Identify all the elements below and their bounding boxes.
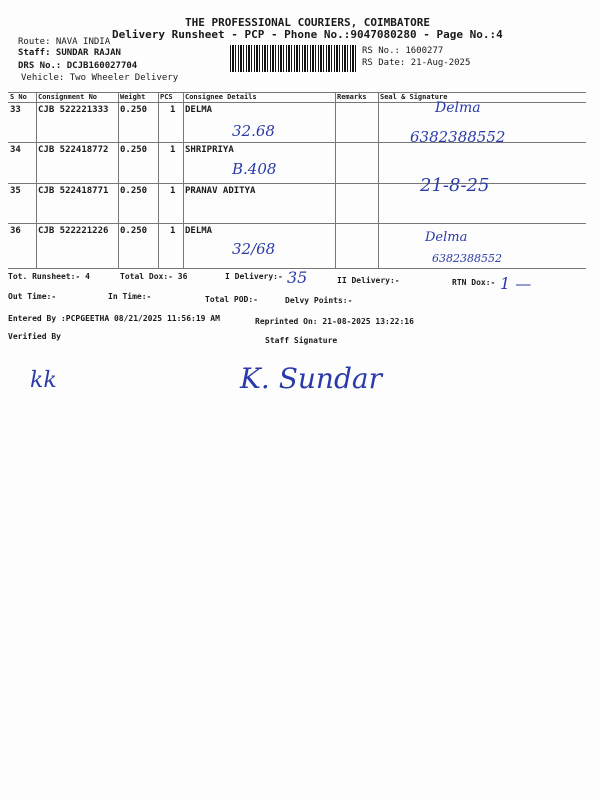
rs-date: RS Date: 21-Aug-2025 (362, 58, 471, 68)
column-header: Remarks (337, 93, 367, 101)
handwritten-rtn: 1 — (500, 274, 532, 293)
table-cell-cons: CJB 522221333 (38, 105, 109, 115)
table-cell-name: DELMA (185, 226, 213, 236)
table-cell-weight: 0.250 (120, 226, 148, 236)
column-header: Consignee Details (185, 93, 257, 101)
table-column-rule (118, 92, 119, 268)
handwritten-i-delivery: 35 (287, 268, 308, 287)
drs-number: DRS No.: DCJB160027704 (18, 61, 138, 71)
table-cell-pcs: 1 (170, 186, 176, 196)
reprinted-on: Reprinted On: 21-08-2025 13:22:16 (255, 317, 414, 326)
table-cell-pcs: 1 (170, 226, 176, 236)
staff: Staff: SUNDAR RAJAN (18, 48, 121, 58)
table-cell-name: PRANAV ADITYA (185, 186, 256, 196)
table-rule (8, 183, 586, 184)
table-cell-name: SHRIPRIYA (185, 145, 234, 155)
verifier-signature: kk (30, 368, 57, 393)
table-cell-sno: 33 (10, 105, 21, 115)
handwritten-note: B.408 (232, 160, 277, 178)
entered-by: Entered By :PCPGEETHA 08/21/2025 11:56:1… (8, 314, 220, 323)
rtn-dox: RTN Dox:- (452, 278, 496, 287)
column-header: Seal & Signature (380, 93, 448, 101)
verified-by: Verified By (8, 332, 61, 341)
rs-number: RS No.: 1600277 (362, 46, 444, 56)
table-column-rule (158, 92, 159, 268)
table-rule (8, 268, 586, 269)
table-column-rule (183, 92, 184, 268)
handwritten-signature: Delma (435, 100, 481, 116)
table-rule (8, 223, 586, 224)
table-cell-sno: 35 (10, 186, 21, 196)
total-pod: Total POD:- (205, 295, 258, 304)
table-rule (8, 102, 586, 103)
table-cell-weight: 0.250 (120, 145, 148, 155)
staff-signature-label: Staff Signature (265, 336, 338, 345)
table-column-rule (36, 92, 37, 268)
route: Route: NAVA INDIA (18, 37, 111, 47)
table-cell-cons: CJB 522221226 (38, 226, 109, 236)
table-rule (8, 92, 586, 93)
table-rule (8, 142, 586, 143)
staff-signature: K. Sundar (240, 362, 382, 395)
barcode (230, 45, 358, 72)
handwritten-signature: Delma (425, 230, 468, 245)
table-cell-weight: 0.250 (120, 105, 148, 115)
runsheet-title: Delivery Runsheet - PCP - Phone No.:9047… (112, 28, 503, 41)
delvy-points: Delvy Points:- (285, 296, 353, 305)
ii-delivery: II Delivery:- (337, 276, 400, 285)
table-cell-cons: CJB 522418771 (38, 186, 109, 196)
handwritten-phone: 6382388552 (410, 128, 506, 146)
column-header: Consignment No (38, 93, 98, 101)
table-cell-pcs: 1 (170, 105, 176, 115)
handwritten-signature: 21-8-25 (420, 175, 490, 196)
tot-runsheet: Tot. Runsheet:- 4 (8, 272, 90, 281)
vehicle: Vehicle: Two Wheeler Delivery (21, 73, 179, 83)
handwritten-note: 32/68 (232, 240, 276, 258)
company-name: THE PROFESSIONAL COURIERS, COIMBATORE (185, 16, 431, 29)
table-cell-name: DELMA (185, 105, 213, 115)
handwritten-phone: 6382388552 (432, 252, 502, 265)
table-column-rule (335, 92, 336, 268)
total-dox: Total Dox:- 36 (120, 272, 188, 281)
column-header: S No (10, 93, 27, 101)
table-cell-pcs: 1 (170, 145, 176, 155)
table-cell-cons: CJB 522418772 (38, 145, 109, 155)
i-delivery: I Delivery:- (225, 272, 283, 281)
table-column-rule (378, 92, 379, 268)
out-time: Out Time:- (8, 292, 57, 301)
column-header: Weight (120, 93, 146, 101)
table-cell-sno: 34 (10, 145, 21, 155)
table-cell-sno: 36 (10, 226, 21, 236)
in-time: In Time:- (108, 292, 152, 301)
handwritten-note: 32.68 (232, 122, 275, 140)
column-header: PCS (160, 93, 173, 101)
table-cell-weight: 0.250 (120, 186, 148, 196)
